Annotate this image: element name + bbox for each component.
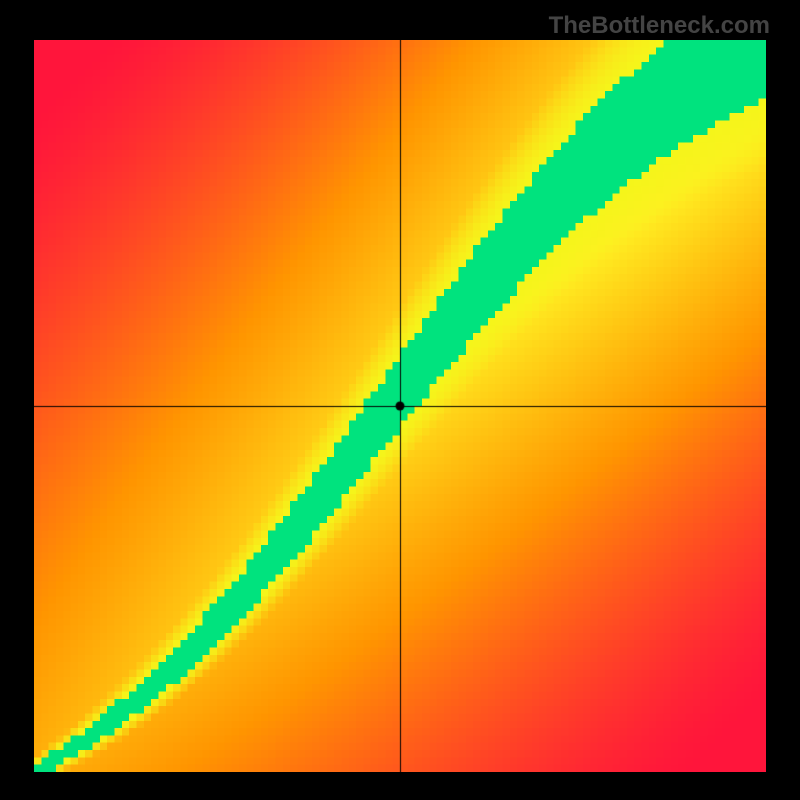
crosshair-overlay xyxy=(34,40,766,772)
chart-container: TheBottleneck.com xyxy=(0,0,800,800)
watermark-text: TheBottleneck.com xyxy=(549,12,770,40)
